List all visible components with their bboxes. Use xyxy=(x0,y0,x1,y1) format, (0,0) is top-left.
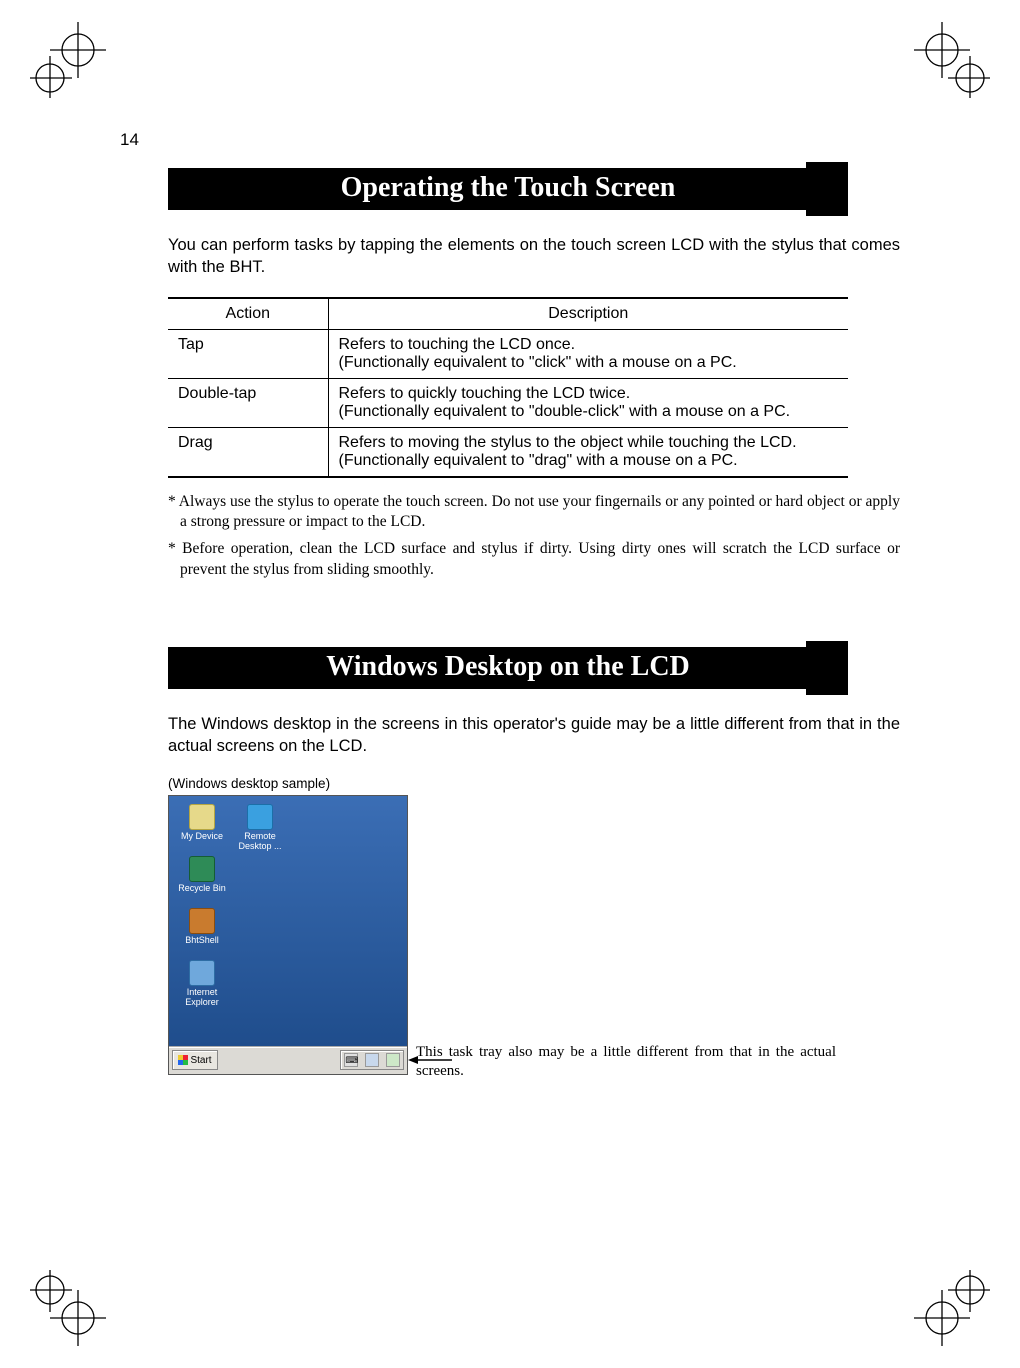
crop-mark-bottom-right xyxy=(910,1270,990,1350)
actions-table: Action Description Tap Refers to touchin… xyxy=(168,297,848,478)
cell-action: Double-tap xyxy=(168,378,328,427)
table-row: Double-tap Refers to quickly touching th… xyxy=(168,378,848,427)
icon-label: Remote Desktop ... xyxy=(238,831,281,851)
table-header-row: Action Description xyxy=(168,298,848,330)
icon-label: My Device xyxy=(181,831,223,841)
network-tray-icon[interactable] xyxy=(386,1053,400,1067)
cell-action: Drag xyxy=(168,427,328,477)
desktop-icon-bhtshell[interactable]: BhtShell xyxy=(175,908,229,946)
remote-desktop-icon xyxy=(247,804,273,830)
page-content: 14 Operating the Touch Screen You can pe… xyxy=(120,130,900,1085)
cell-desc: Refers to touching the LCD once. (Functi… xyxy=(328,329,848,378)
intro-text-2: The Windows desktop in the screens in th… xyxy=(168,713,900,758)
desktop-sample-area: My Device Remote Desktop ... Recycle Bin… xyxy=(168,795,868,1085)
icon-label: Recycle Bin xyxy=(178,883,226,893)
desktop-icon-internet-explorer[interactable]: Internet Explorer xyxy=(175,960,229,1008)
icon-label: BhtShell xyxy=(185,935,219,945)
section-heading-windows-desktop: Windows Desktop on the LCD xyxy=(168,647,848,689)
cell-action: Tap xyxy=(168,329,328,378)
desktop-icon-remote-desktop[interactable]: Remote Desktop ... xyxy=(233,804,287,852)
desktop-background: My Device Remote Desktop ... Recycle Bin… xyxy=(169,796,407,1046)
crop-mark-top-left xyxy=(30,18,110,98)
keyboard-tray-icon[interactable] xyxy=(344,1053,358,1067)
cell-desc: Refers to quickly touching the LCD twice… xyxy=(328,378,848,427)
col-header-description: Description xyxy=(328,298,848,330)
desktop-screenshot: My Device Remote Desktop ... Recycle Bin… xyxy=(168,795,408,1075)
crop-mark-bottom-left xyxy=(30,1270,110,1350)
desktop-icon-recycle-bin[interactable]: Recycle Bin xyxy=(175,856,229,894)
bhtshell-icon xyxy=(189,908,215,934)
cell-desc: Refers to moving the stylus to the objec… xyxy=(328,427,848,477)
note-text: * Before operation, clean the LCD surfac… xyxy=(168,539,900,581)
my-device-icon xyxy=(189,804,215,830)
taskbar: Start xyxy=(169,1046,407,1074)
start-label: Start xyxy=(190,1055,211,1066)
windows-flag-icon xyxy=(178,1055,188,1065)
section-heading-touch-screen: Operating the Touch Screen xyxy=(168,168,848,210)
page-number: 14 xyxy=(120,130,900,150)
tray-callout-text: This task tray also may be a little diff… xyxy=(416,1043,836,1082)
col-header-action: Action xyxy=(168,298,328,330)
table-row: Tap Refers to touching the LCD once. (Fu… xyxy=(168,329,848,378)
note-text: * Always use the stylus to operate the t… xyxy=(168,492,900,534)
intro-text-1: You can perform tasks by tapping the ele… xyxy=(168,234,900,279)
desktop-icon-my-device[interactable]: My Device xyxy=(175,804,229,842)
recycle-bin-icon xyxy=(189,856,215,882)
sound-tray-icon[interactable] xyxy=(365,1053,379,1067)
ie-icon xyxy=(189,960,215,986)
sample-caption: (Windows desktop sample) xyxy=(168,776,900,791)
start-button[interactable]: Start xyxy=(172,1050,218,1070)
system-tray[interactable] xyxy=(340,1050,404,1070)
crop-mark-top-right xyxy=(910,18,990,98)
icon-label: Internet Explorer xyxy=(185,987,219,1007)
table-row: Drag Refers to moving the stylus to the … xyxy=(168,427,848,477)
